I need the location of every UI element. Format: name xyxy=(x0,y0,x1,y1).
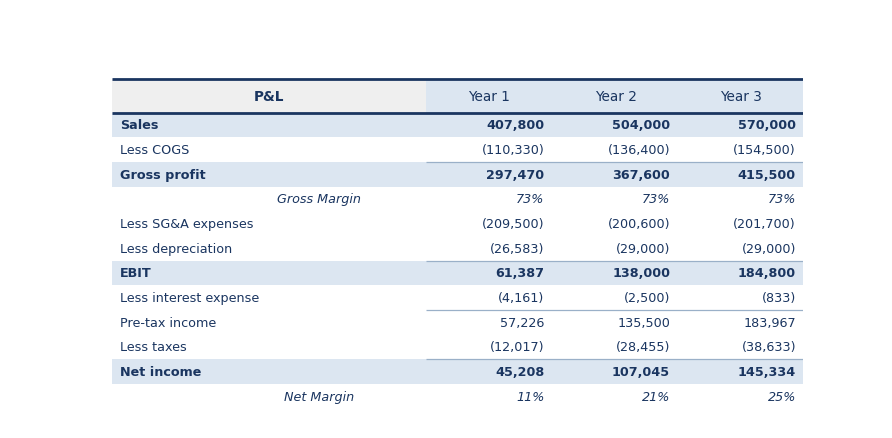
Text: 183,967: 183,967 xyxy=(743,316,796,329)
Text: Gross Margin: Gross Margin xyxy=(277,193,361,206)
Bar xyxy=(112,80,426,113)
Text: (833): (833) xyxy=(762,291,796,304)
Bar xyxy=(112,187,803,212)
Text: 135,500: 135,500 xyxy=(617,316,670,329)
Text: 570,000: 570,000 xyxy=(738,119,796,132)
Text: (4,161): (4,161) xyxy=(498,291,544,304)
Bar xyxy=(112,384,803,409)
Text: (12,017): (12,017) xyxy=(490,341,544,353)
Text: (209,500): (209,500) xyxy=(482,218,544,230)
Text: 504,000: 504,000 xyxy=(612,119,670,132)
Text: 61,387: 61,387 xyxy=(495,267,544,280)
Text: (201,700): (201,700) xyxy=(733,218,796,230)
Bar xyxy=(112,310,803,335)
Text: (29,000): (29,000) xyxy=(615,242,670,255)
Text: Sales: Sales xyxy=(120,119,158,132)
Bar xyxy=(112,360,803,384)
Text: Less SG&A expenses: Less SG&A expenses xyxy=(120,218,253,230)
Text: Less interest expense: Less interest expense xyxy=(120,291,259,304)
Text: (38,633): (38,633) xyxy=(741,341,796,353)
Text: Year 2: Year 2 xyxy=(595,89,636,103)
Text: EBIT: EBIT xyxy=(120,267,152,280)
Text: 107,045: 107,045 xyxy=(612,365,670,378)
Bar xyxy=(112,138,803,162)
Text: (154,500): (154,500) xyxy=(733,144,796,157)
Bar xyxy=(112,261,803,286)
Text: Pre-tax income: Pre-tax income xyxy=(120,316,216,329)
Text: 184,800: 184,800 xyxy=(738,267,796,280)
Text: 367,600: 367,600 xyxy=(612,168,670,181)
Text: Net Margin: Net Margin xyxy=(284,390,354,403)
Bar xyxy=(112,113,803,138)
Text: 297,470: 297,470 xyxy=(486,168,544,181)
Text: 73%: 73% xyxy=(767,193,796,206)
Text: 415,500: 415,500 xyxy=(738,168,796,181)
Text: (110,330): (110,330) xyxy=(482,144,544,157)
Text: (28,455): (28,455) xyxy=(615,341,670,353)
Text: (26,583): (26,583) xyxy=(490,242,544,255)
Bar xyxy=(112,162,803,187)
Text: 145,334: 145,334 xyxy=(738,365,796,378)
Text: P&L: P&L xyxy=(253,89,284,103)
Text: (136,400): (136,400) xyxy=(607,144,670,157)
Text: (29,000): (29,000) xyxy=(741,242,796,255)
Text: Net income: Net income xyxy=(120,365,202,378)
Text: Year 3: Year 3 xyxy=(720,89,762,103)
Text: Less taxes: Less taxes xyxy=(120,341,186,353)
Bar xyxy=(426,80,803,113)
Bar xyxy=(112,335,803,360)
Bar xyxy=(112,286,803,310)
Text: (200,600): (200,600) xyxy=(607,218,670,230)
Text: (2,500): (2,500) xyxy=(624,291,670,304)
Bar xyxy=(112,212,803,237)
Text: 11%: 11% xyxy=(516,390,544,403)
Text: 138,000: 138,000 xyxy=(612,267,670,280)
Text: 21%: 21% xyxy=(641,390,670,403)
Text: Gross profit: Gross profit xyxy=(120,168,205,181)
Text: 25%: 25% xyxy=(767,390,796,403)
Text: 73%: 73% xyxy=(641,193,670,206)
Text: 45,208: 45,208 xyxy=(495,365,544,378)
Text: Year 1: Year 1 xyxy=(468,89,510,103)
Text: 407,800: 407,800 xyxy=(486,119,544,132)
Text: Less depreciation: Less depreciation xyxy=(120,242,232,255)
Bar xyxy=(112,237,803,261)
Text: 57,226: 57,226 xyxy=(500,316,544,329)
Text: 73%: 73% xyxy=(516,193,544,206)
Text: Less COGS: Less COGS xyxy=(120,144,189,157)
